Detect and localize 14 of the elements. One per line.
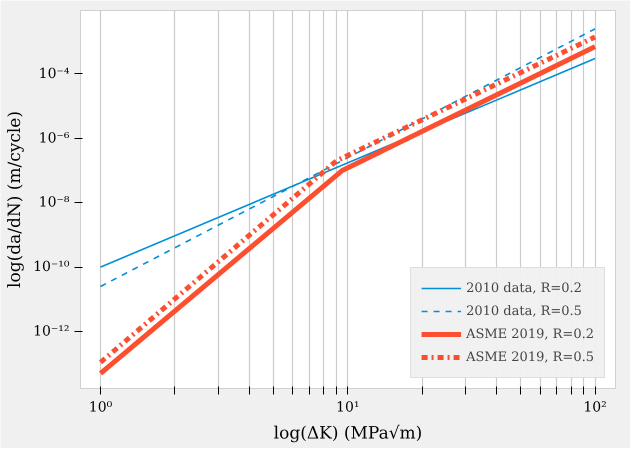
legend-label: 2010 data, R=0.5 xyxy=(466,304,582,318)
legend-label: 2010 data, R=0.2 xyxy=(466,280,582,296)
x-tick-label: 10¹ xyxy=(336,400,360,416)
y-tick-label: 10⁻⁴ xyxy=(38,66,70,82)
y-axis-title: log(da/dN) (m/cycle) xyxy=(5,111,26,288)
x-axis-title: log(ΔK) (MPa√m) xyxy=(274,424,422,444)
legend-label: ASME 2019, R=0.5 xyxy=(466,350,594,364)
y-tick-label: 10⁻¹⁰ xyxy=(33,259,70,276)
y-tick-label: 10⁻¹² xyxy=(33,324,70,340)
legend-label: ASME 2019, R=0.2 xyxy=(466,326,594,342)
y-tick-label: 10⁻⁶ xyxy=(38,130,70,146)
x-tick-label: 10⁰ xyxy=(88,400,113,416)
x-tick-label: 10² xyxy=(583,400,607,416)
y-tick-label: 10⁻⁸ xyxy=(38,194,70,211)
